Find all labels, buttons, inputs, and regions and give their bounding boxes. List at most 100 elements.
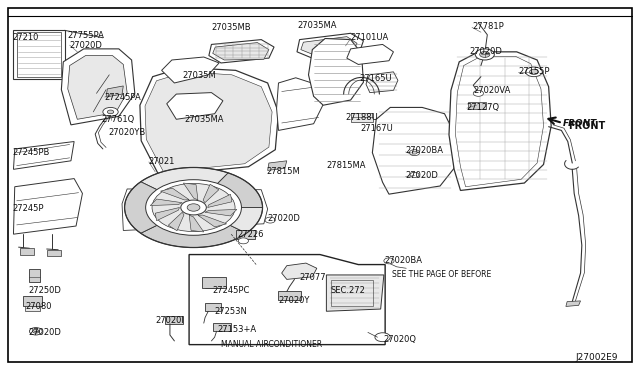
Text: 27080: 27080 [25, 302, 51, 311]
Polygon shape [125, 182, 193, 233]
Circle shape [29, 328, 42, 335]
Circle shape [384, 258, 394, 264]
Text: 27127Q: 27127Q [467, 103, 500, 112]
Polygon shape [193, 208, 262, 233]
Polygon shape [566, 301, 580, 307]
Text: 27250D: 27250D [29, 286, 61, 295]
Polygon shape [207, 194, 232, 208]
Circle shape [525, 67, 542, 77]
Circle shape [238, 238, 248, 244]
Polygon shape [205, 209, 237, 216]
Text: SEE THE PAGE OF BEFORE: SEE THE PAGE OF BEFORE [392, 270, 491, 279]
Polygon shape [209, 39, 274, 63]
Text: 27020D: 27020D [406, 171, 438, 180]
Text: J27002E9: J27002E9 [575, 353, 618, 362]
Text: FRONT: FRONT [563, 119, 597, 128]
Text: 27253N: 27253N [214, 307, 248, 316]
Text: MANUAL AIRCONDITIONER: MANUAL AIRCONDITIONER [221, 340, 322, 349]
Text: 27815MA: 27815MA [326, 161, 366, 170]
Polygon shape [203, 184, 219, 203]
Circle shape [152, 183, 235, 232]
Bar [212, 323, 230, 331]
Polygon shape [168, 212, 184, 231]
Text: 27188U: 27188U [346, 113, 378, 122]
Circle shape [33, 330, 39, 333]
Bar [468, 102, 486, 109]
Bar [278, 291, 301, 300]
Polygon shape [106, 86, 124, 97]
Polygon shape [140, 67, 278, 176]
Text: 27245P: 27245P [12, 205, 44, 214]
Polygon shape [13, 179, 83, 234]
Text: 27020D: 27020D [469, 47, 502, 56]
Polygon shape [189, 215, 204, 232]
Text: 27035MA: 27035MA [298, 22, 337, 31]
Polygon shape [145, 72, 272, 172]
Text: 27020BA: 27020BA [406, 146, 444, 155]
Text: 27020D: 27020D [268, 214, 301, 223]
Text: 27226: 27226 [237, 230, 264, 240]
Polygon shape [268, 161, 287, 170]
Polygon shape [161, 188, 189, 200]
Text: 27761Q: 27761Q [102, 115, 135, 124]
Text: 27815M: 27815M [266, 167, 300, 176]
Text: 27155P: 27155P [518, 67, 550, 76]
Text: 27020D: 27020D [70, 41, 102, 50]
Text: 27020Q: 27020Q [384, 335, 417, 344]
Bar [202, 277, 226, 288]
Polygon shape [326, 275, 384, 311]
Circle shape [103, 108, 118, 116]
Polygon shape [13, 141, 74, 169]
Polygon shape [276, 78, 323, 131]
Circle shape [108, 110, 114, 114]
Text: 27021: 27021 [149, 157, 175, 166]
Polygon shape [68, 55, 127, 119]
Circle shape [187, 204, 200, 211]
Circle shape [412, 151, 417, 154]
Polygon shape [282, 263, 317, 279]
Polygon shape [141, 167, 228, 208]
Bar [17, 32, 61, 77]
Polygon shape [308, 38, 364, 105]
Text: 27781P: 27781P [472, 22, 504, 31]
Bar [166, 316, 183, 324]
Polygon shape [449, 52, 551, 190]
Polygon shape [366, 72, 398, 93]
Circle shape [180, 200, 206, 215]
Text: 27153+A: 27153+A [218, 325, 257, 334]
Circle shape [479, 51, 490, 57]
Polygon shape [156, 208, 179, 221]
Polygon shape [167, 93, 223, 119]
Polygon shape [150, 199, 182, 206]
Polygon shape [212, 42, 269, 60]
Circle shape [410, 150, 420, 155]
Text: 27020BA: 27020BA [385, 256, 422, 265]
Text: 27245PA: 27245PA [105, 93, 141, 102]
Text: 27245PB: 27245PB [12, 148, 49, 157]
Text: FRONT: FRONT [568, 121, 605, 131]
Text: 27077: 27077 [300, 273, 326, 282]
Polygon shape [162, 57, 219, 83]
Bar [20, 248, 34, 254]
Polygon shape [347, 44, 394, 64]
Text: 27245PC: 27245PC [212, 286, 250, 295]
Circle shape [475, 49, 494, 60]
Polygon shape [193, 173, 262, 208]
Bar [23, 296, 42, 307]
Circle shape [410, 172, 419, 177]
Bar [205, 303, 221, 311]
Bar [351, 113, 373, 122]
Text: 27167U: 27167U [360, 124, 393, 133]
Polygon shape [61, 49, 135, 125]
Bar [29, 269, 40, 282]
Text: 27165U: 27165U [360, 74, 392, 83]
Bar [332, 280, 373, 307]
Text: 27035MA: 27035MA [184, 115, 224, 124]
Text: 27035MB: 27035MB [211, 23, 251, 32]
Circle shape [529, 69, 538, 74]
Polygon shape [141, 208, 246, 247]
Polygon shape [183, 183, 198, 200]
Polygon shape [198, 215, 227, 227]
Polygon shape [372, 108, 454, 194]
Bar [25, 306, 40, 311]
